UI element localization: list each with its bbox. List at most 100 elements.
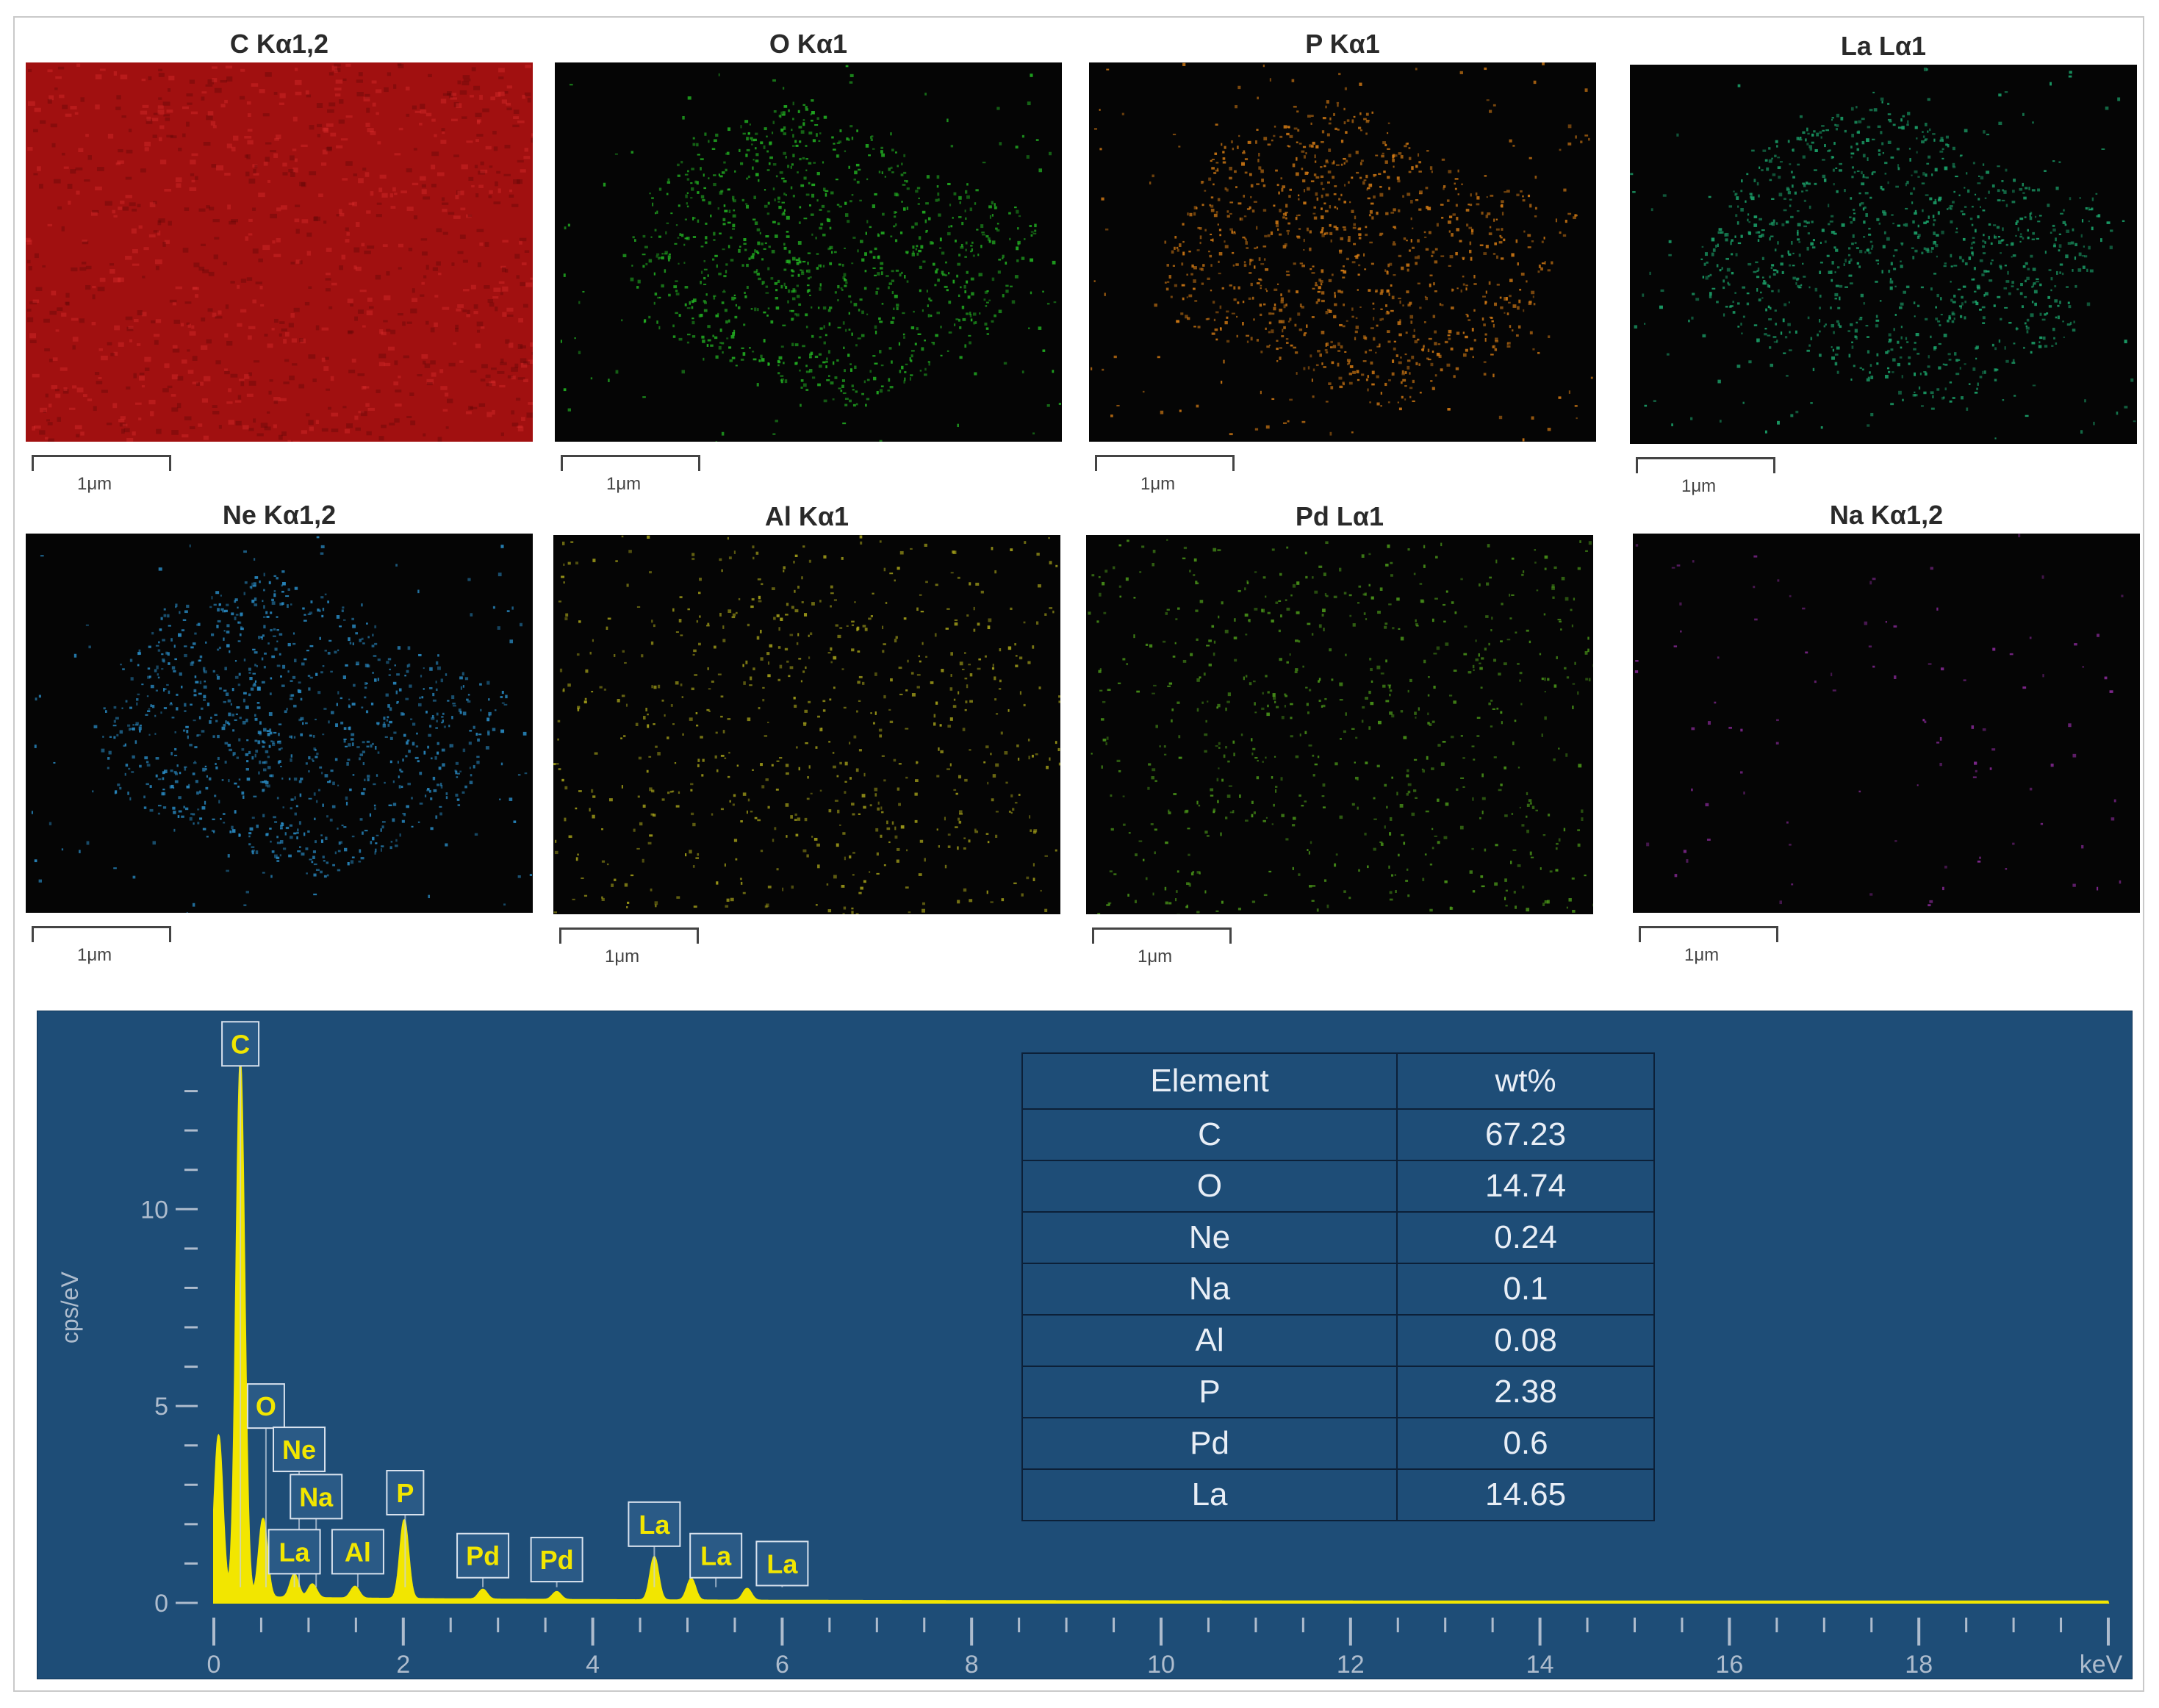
element-map-image [555,62,1062,442]
map-title: Ne Kα1,2 [222,500,337,530]
table-cell: C [1021,1108,1398,1161]
y-axis-label: cps/eV [57,1271,83,1343]
map-signal-dots [1088,539,1593,914]
table-cell: Al [1021,1314,1398,1367]
table-row: C 67.23 [1021,1108,1655,1161]
map-title: Na Kα1,2 [1829,500,1944,530]
table-cell: 0.24 [1396,1211,1655,1264]
scale-label: 1μm [77,474,112,494]
scale-bar [1639,926,1778,942]
element-map-image [26,62,533,442]
scale-label: 1μm [1681,476,1717,496]
x-axis-label: keV [2080,1651,2123,1679]
table-row: La 14.65 [1021,1468,1655,1521]
y-tick-label: 5 [154,1393,168,1421]
table-cell: Pd [1021,1417,1398,1470]
table-cell: Ne [1021,1211,1398,1264]
scale-bar [559,927,699,944]
map-title: Pd Lα1 [1295,501,1384,531]
peak-label: La [628,1501,681,1587]
x-tick-label: 6 [775,1651,789,1679]
scale-label: 1μm [606,474,642,494]
table-row: Al 0.08 [1021,1314,1655,1367]
peak-label: O [246,1383,285,1587]
column-header: Element [1021,1052,1398,1110]
peak-label: C [221,1021,260,1587]
map-background [1089,62,1596,442]
x-tick-label: 16 [1715,1651,1743,1679]
scale-label: 1μm [1684,945,1720,965]
map-background [1630,65,2137,444]
table-header-row: Element wt% [1021,1052,1655,1110]
scale-label: 1μm [1140,474,1176,494]
peak-label: Pd [456,1532,510,1587]
scale-label: 1μm [1138,947,1173,966]
x-tick-label: 12 [1337,1651,1365,1679]
composition-table: Element wt% C 67.23 O 14.74 Ne 0.24 Na 0.1 A… [1021,1052,1655,1521]
table-row: Ne 0.24 [1021,1211,1655,1264]
scale-label: 1μm [605,947,640,966]
element-map-image [1089,62,1596,442]
peak-label: La [267,1529,321,1587]
table-row: Na 0.1 [1021,1263,1655,1316]
x-tick-label: 10 [1147,1651,1175,1679]
map-title: P Kα1 [1305,29,1380,59]
scale-bar [561,455,700,471]
element-map-image [1630,65,2137,444]
map-title: Al Kα1 [764,501,849,531]
y-tick-label: 0 [154,1590,168,1618]
element-map-image [1633,534,2140,913]
scale-bar [1095,455,1235,471]
peak-label: Pd [530,1537,583,1587]
peak-label: Na [290,1474,343,1587]
element-map-image [553,535,1060,914]
table-row: Pd 0.6 [1021,1417,1655,1470]
scale-label: 1μm [77,945,112,965]
map-background [553,535,1060,914]
table-cell: Na [1021,1263,1398,1316]
x-tick-label: 2 [396,1651,410,1679]
map-signal-dots [1630,67,2136,439]
map-signal-dots [1634,534,2124,907]
table-cell: 14.65 [1396,1468,1655,1521]
table-cell: La [1021,1468,1398,1521]
scale-bar [1636,457,1775,473]
table-cell: O [1021,1160,1398,1213]
peak-label: La [689,1532,743,1587]
x-tick-label: 14 [1526,1651,1554,1679]
table-cell: 0.6 [1396,1417,1655,1470]
scale-bar [32,926,171,942]
element-map-image [26,534,533,913]
column-header: wt% [1396,1052,1655,1110]
map-title: O Kα1 [769,29,848,59]
x-tick-label: 18 [1905,1651,1933,1679]
map-signal-dots [1091,62,1593,442]
spectrum-series [213,1061,2110,1604]
y-tick-label: 10 [140,1196,168,1224]
x-tick-label: 4 [586,1651,600,1679]
scale-bar [32,455,171,471]
table-cell: 14.74 [1396,1160,1655,1213]
map-title: La Lα1 [1840,31,1927,61]
map-noise [26,63,533,442]
peak-label: La [755,1540,809,1587]
map-signal-dots [31,536,533,913]
map-signal-dots [553,535,1060,914]
table-cell: 2.38 [1396,1366,1655,1418]
table-cell: 67.23 [1396,1108,1655,1161]
map-background [555,62,1062,442]
peak-label: P [386,1470,425,1587]
table-row: O 14.74 [1021,1160,1655,1213]
scale-bar [1092,927,1232,944]
map-background [26,534,533,913]
table-cell: 0.1 [1396,1263,1655,1316]
x-tick-label: 0 [207,1651,221,1679]
table-cell: P [1021,1366,1398,1418]
peak-label: Al [331,1529,384,1587]
map-background [1086,535,1593,914]
map-background [1633,534,2140,913]
map-title: C Kα1,2 [229,29,329,59]
map-signal-fill [26,62,533,442]
map-signal-dots [560,65,1062,442]
